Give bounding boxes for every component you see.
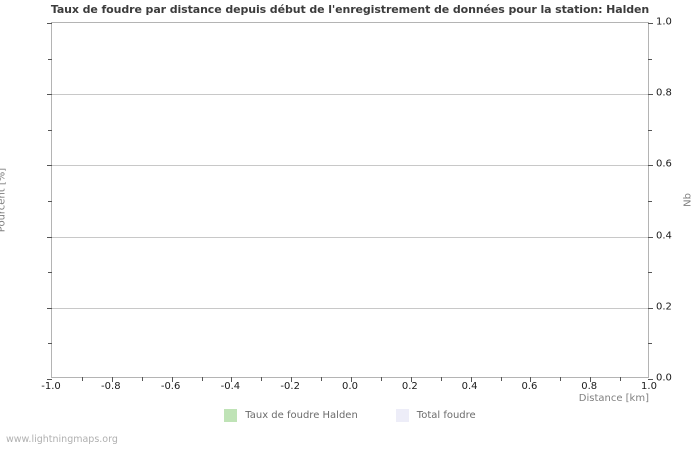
x-axis-tick-major xyxy=(530,377,531,382)
y-axis-left-tick-major xyxy=(47,237,52,238)
x-axis-tick-label: -0.8 xyxy=(101,381,121,392)
x-axis-tick-label: -0.4 xyxy=(220,381,241,392)
x-axis-tick-label: 0.8 xyxy=(581,381,598,392)
y-axis-left-tick-minor xyxy=(48,201,52,202)
y-axis-right-tick-major xyxy=(648,308,653,309)
x-axis-title: Distance [km] xyxy=(578,393,649,404)
y-axis-left-tick-major xyxy=(47,308,52,309)
y-axis-left-tick-labels: 020406080100 xyxy=(0,22,700,378)
legend-item-total-foudre[interactable]: Total foudre xyxy=(395,409,476,422)
y-axis-left-tick-minor xyxy=(48,343,52,344)
y-axis-left-tick-minor xyxy=(48,130,52,131)
y-axis-left-tick-major xyxy=(47,94,52,95)
legend-item-label: Taux de foudre Halden xyxy=(245,410,358,421)
chart-title: Taux de foudre par distance depuis début… xyxy=(50,3,650,16)
x-axis-tick-major xyxy=(471,377,472,382)
x-axis-tick-minor xyxy=(202,377,203,381)
x-axis-tick-label: -0.2 xyxy=(280,381,300,392)
gridline-horizontal xyxy=(52,308,648,309)
y-axis-right-tick-minor xyxy=(648,343,652,344)
x-axis-tick-major xyxy=(351,377,352,382)
x-axis-tick-major xyxy=(172,377,173,382)
y-axis-left-tick-major xyxy=(47,165,52,166)
x-axis-tick-label: -1.0 xyxy=(41,381,61,392)
x-axis-tick-major xyxy=(291,377,292,382)
x-axis-tick-label: 0.4 xyxy=(461,381,478,392)
y-axis-right-tick-label: 0.0 xyxy=(656,372,672,384)
x-axis-tick-minor xyxy=(261,377,262,381)
site-watermark: www.lightningmaps.org xyxy=(6,434,118,445)
plot-canvas xyxy=(52,23,648,377)
x-axis-tick-label: 0.2 xyxy=(401,381,418,392)
legend-item-taux-de-foudre-halden[interactable]: Taux de foudre Halden xyxy=(224,409,358,422)
x-axis-tick-label: 0.6 xyxy=(521,381,538,392)
y-axis-right-tick-major xyxy=(648,237,653,238)
x-axis-tick-minor xyxy=(381,377,382,381)
x-axis-tick-major xyxy=(411,377,412,382)
x-axis-tick-label: -0.6 xyxy=(160,381,181,392)
y-axis-right-tick-label: 0.4 xyxy=(656,230,672,242)
y-axis-right-tick-major xyxy=(648,94,653,95)
y-axis-right-tick-minor xyxy=(648,272,652,273)
gridline-horizontal xyxy=(52,94,648,95)
y-axis-left-tick-major xyxy=(47,23,52,24)
x-axis-tick-label: 1.0 xyxy=(641,381,657,392)
x-axis-tick-minor xyxy=(441,377,442,381)
x-axis-tick-minor xyxy=(321,377,322,381)
y-axis-left-tick-minor xyxy=(48,272,52,273)
x-axis-tick-major xyxy=(231,377,232,382)
y-axis-left-tick-major xyxy=(47,379,52,380)
chart-legend: Taux de foudre Halden Total foudre xyxy=(0,409,700,422)
x-axis-tick-minor xyxy=(620,377,621,381)
y-axis-right-tick-major xyxy=(648,165,653,166)
legend-swatch-icon xyxy=(395,409,409,422)
y-axis-right-tick-minor xyxy=(648,201,652,202)
x-axis-tick-minor xyxy=(82,377,83,381)
gridline-horizontal xyxy=(52,165,648,166)
y-axis-right-tick-label: 0.2 xyxy=(656,301,672,313)
y-axis-right-title: Nb xyxy=(682,193,694,207)
legend-item-label: Total foudre xyxy=(416,410,476,421)
y-axis-right-tick-label: 1.0 xyxy=(656,16,672,28)
y-axis-right-tick-major xyxy=(648,23,653,24)
x-axis-tick-minor xyxy=(501,377,502,381)
gridline-horizontal xyxy=(52,237,648,238)
y-axis-right-tick-label: 0.6 xyxy=(656,158,672,170)
y-axis-left-tick-minor xyxy=(48,59,52,60)
plot-area xyxy=(47,22,653,382)
legend-swatch-icon xyxy=(224,409,238,422)
x-axis-tick-major xyxy=(112,377,113,382)
y-axis-right-tick-label: 0.8 xyxy=(656,87,672,99)
x-axis-tick-label: 0.0 xyxy=(342,381,358,392)
y-axis-right-tick-minor xyxy=(648,130,652,131)
x-axis-tick-minor xyxy=(560,377,561,381)
y-axis-right-tick-major xyxy=(648,379,653,380)
y-axis-right-tick-minor xyxy=(648,59,652,60)
x-axis-tick-major xyxy=(590,377,591,382)
y-axis-left-title: Pourcent [%] xyxy=(0,167,8,233)
x-axis-tick-minor xyxy=(142,377,143,381)
